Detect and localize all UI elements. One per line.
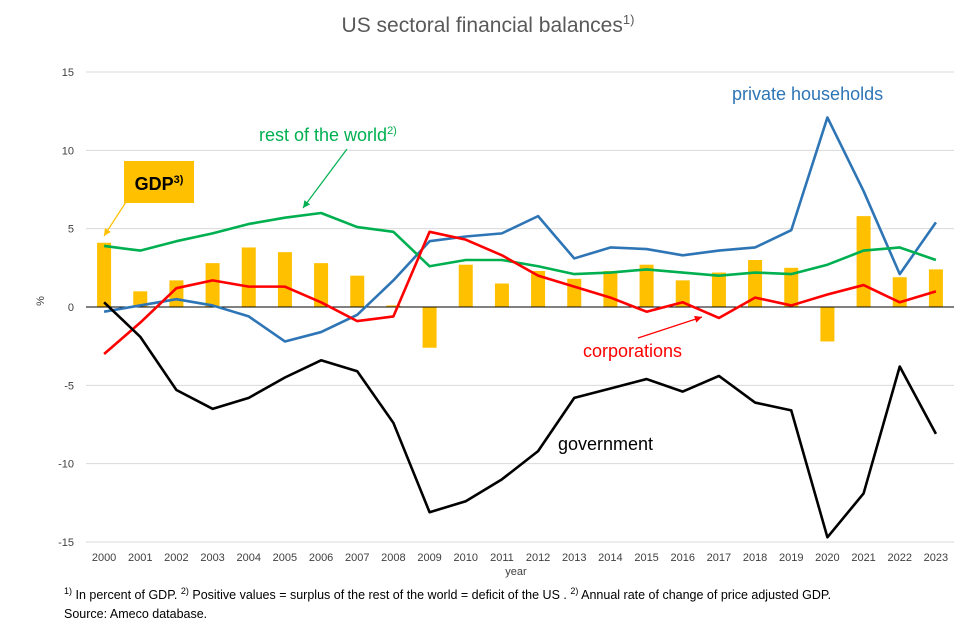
gdp-bars [97,216,943,348]
x-tick-label: 2003 [200,552,224,564]
x-tick-label: 2008 [381,552,405,564]
series-line-government [103,301,938,539]
gdp-bar [241,247,256,307]
x-tick-label: 2000 [92,552,116,564]
x-tick-label: 2015 [634,552,658,564]
x-tick-label: 2012 [526,552,550,564]
government-label: government [558,434,653,454]
gdp-label-box [124,161,194,203]
footnote: 1) In percent of GDP. 2) Positive values… [64,582,831,624]
x-tick-label: 2010 [454,552,478,564]
footnote-line-1: 1) In percent of GDP. 2) Positive values… [64,586,832,603]
x-tick-label: 2001 [128,552,152,564]
gdp-bar [494,283,509,307]
households-label: private households [732,84,883,104]
gdp-bar [784,267,799,307]
corporations-label: corporations [583,341,682,361]
x-tick-label: 2011 [490,552,514,564]
x-tick-label: 2020 [815,552,839,564]
x-tick-label: 2006 [309,552,333,564]
series-line-rest-of-the-world [103,211,937,277]
y-axis-ticks: 15 10 5 0 -5 -10 -15 [58,67,74,549]
y-tick-label: 0 [68,302,74,314]
y-axis-label: % [35,296,47,306]
gdp-bar [675,280,690,307]
x-tick-label: 2002 [164,552,188,564]
series-line-private-households [103,116,937,343]
gdp-bar [928,269,943,307]
gdp-bar [97,242,112,307]
chart-title: US sectoral financial balances1) [342,12,635,37]
gdp-bar [133,291,148,307]
y-tick-label: 15 [62,67,74,79]
gdp-bar [639,264,654,307]
x-tick-label: 2018 [743,552,767,564]
gdp-bar [711,272,726,307]
y-tick-label: 10 [62,145,74,157]
series-lines [103,116,938,539]
gdp-bar [314,263,329,307]
gdp-label: GDP3) [135,174,184,194]
x-tick-label: 2017 [707,552,731,564]
gdp-bar [603,270,618,307]
gdp-bar [567,278,582,307]
x-tick-label: 2014 [598,552,622,564]
x-axis-ticks: 2000 2001 2002 2003 2004 2005 2006 2007 2008 2009… [92,552,948,564]
y-tick-label: -15 [58,537,74,549]
rest-of-world-label: rest of the world2) [259,125,397,145]
y-tick-label: 5 [68,224,74,236]
x-tick-label: 2005 [273,552,297,564]
gdp-bar [277,252,292,307]
gdp-arrow [103,201,127,237]
gdp-bar [856,216,871,307]
x-axis-label: year [505,566,527,578]
corporations-arrow [637,315,703,339]
gdp-bar [205,263,220,307]
x-tick-label: 2007 [345,552,369,564]
gdp-bar [458,264,473,307]
rest-of-world-arrow [302,148,348,209]
x-tick-label: 2019 [779,552,803,564]
x-tick-label: 2021 [851,552,875,564]
x-tick-label: 2009 [417,552,441,564]
x-tick-label: 2004 [237,552,261,564]
footnote-line-2: Source: Ameco database. [64,607,208,622]
gdp-bar [820,307,835,342]
gdp-bar [422,307,437,348]
x-tick-label: 2023 [924,552,948,564]
gdp-bar [350,275,365,307]
x-tick-label: 2013 [562,552,586,564]
x-tick-label: 2022 [888,552,912,564]
series-line-corporations [103,230,937,355]
y-tick-label: -5 [64,380,74,392]
gdp-bar [531,270,546,307]
y-tick-label: -10 [58,459,74,471]
x-tick-label: 2016 [671,552,695,564]
gdp-bar [386,305,401,307]
